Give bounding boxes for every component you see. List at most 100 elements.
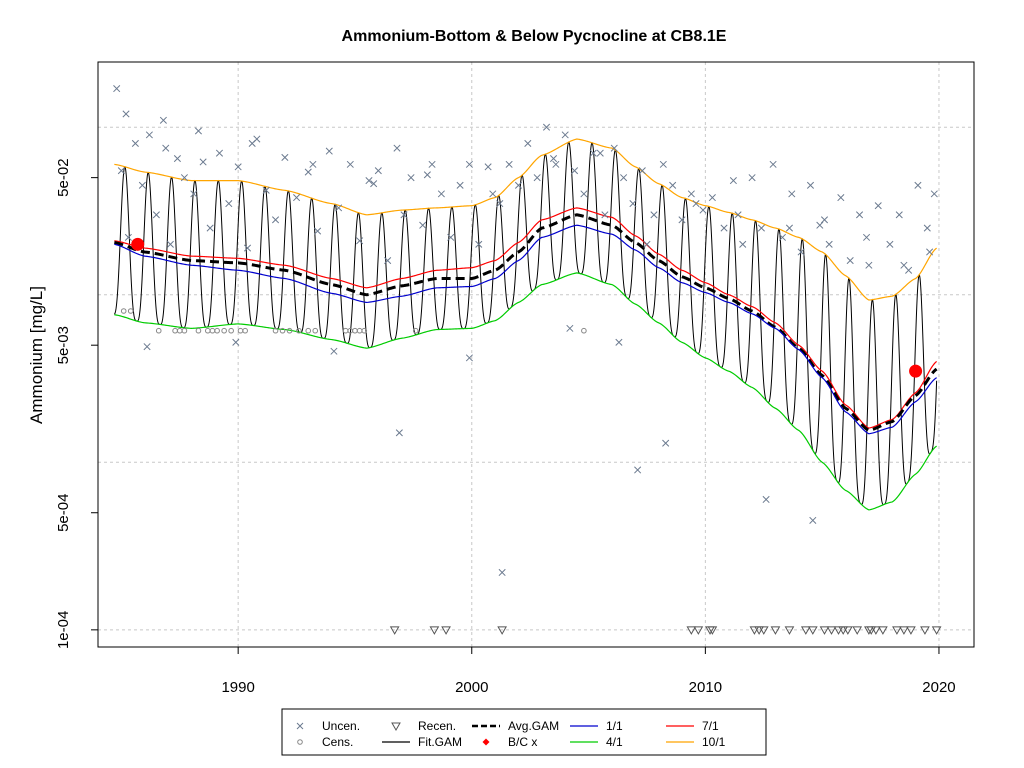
- censored-point: [221, 327, 227, 334]
- legend-entry: Cens.: [297, 735, 353, 749]
- y-axis-label: Ammonium [mg/L]: [27, 286, 46, 424]
- recensored-point: [852, 626, 863, 635]
- uncensored-point: [489, 190, 497, 198]
- uncensored-point: [262, 186, 270, 194]
- uncensored-point: [384, 256, 392, 265]
- legend-entry: B/C x: [482, 735, 537, 749]
- legend-label: Uncen.: [322, 719, 360, 733]
- censored-point: [361, 327, 368, 334]
- uncensored-point: [739, 240, 747, 248]
- uncensored-point: [194, 127, 203, 135]
- uncensored-point: [395, 429, 403, 437]
- uncensored-point: [552, 160, 560, 168]
- uncensored-point: [650, 211, 658, 219]
- legend-x-icon: [296, 722, 304, 730]
- legend-entry: 4/1: [570, 735, 623, 749]
- legend-label: Fit.GAM: [418, 735, 462, 749]
- legend-label: 7/1: [702, 719, 719, 733]
- recensored-point: [686, 626, 697, 635]
- uncensored-point: [778, 233, 787, 241]
- censored-point: [214, 327, 220, 334]
- uncensored-point: [769, 160, 777, 168]
- uncensored-point: [131, 139, 139, 147]
- uncensored-point: [138, 181, 146, 189]
- uncensored-point: [886, 240, 894, 248]
- uncensored-point: [785, 224, 794, 232]
- uncensored-point: [570, 167, 579, 175]
- series-layer: [113, 138, 938, 511]
- uncensored-point: [629, 200, 637, 208]
- series-line-p4-1: [114, 272, 937, 511]
- uncensored-point: [596, 149, 604, 157]
- legend-box: [281, 708, 767, 756]
- uncensored-point: [400, 211, 408, 219]
- uncensored-point: [143, 343, 151, 351]
- uncensored-point: [748, 174, 756, 182]
- censored-point: [242, 327, 248, 334]
- uncensored-point: [365, 177, 373, 185]
- recensored-point: [833, 626, 844, 635]
- uncensored-point: [234, 163, 242, 171]
- censored-point: [272, 327, 279, 334]
- recensored-point: [838, 626, 849, 635]
- uncensored-point: [524, 139, 532, 147]
- censored-point: [195, 327, 202, 334]
- legend-diamond-icon: [482, 738, 490, 746]
- uncensored-point: [325, 147, 333, 155]
- uncensored-point: [580, 190, 588, 198]
- uncensored-point: [825, 240, 833, 248]
- uncensored-point: [215, 149, 224, 157]
- uncensored-point: [820, 216, 829, 224]
- uncensored-point: [304, 168, 312, 176]
- legend-entry: 10/1: [666, 735, 726, 749]
- uncensored-point: [117, 167, 125, 175]
- uncensored-point: [809, 516, 817, 524]
- uncensored-point: [720, 224, 728, 232]
- uncensored-point: [346, 160, 354, 168]
- uncensored-point: [356, 237, 364, 245]
- recensored-point: [784, 626, 795, 635]
- uncensored-point: [456, 181, 464, 189]
- uncensored-point: [874, 202, 882, 210]
- uncensored-point: [678, 216, 686, 224]
- uncensored-point: [419, 221, 427, 229]
- uncensored-point: [162, 144, 170, 152]
- uncensored-point: [855, 211, 864, 219]
- recensored-point: [920, 626, 930, 635]
- uncensored-point: [806, 181, 815, 189]
- uncensored-point: [370, 180, 378, 188]
- uncensored-point: [447, 233, 455, 241]
- uncensored-point: [620, 174, 628, 182]
- uncensored-point: [634, 466, 642, 474]
- legend: Uncen. Recen. Avg.GAM 1/1 7/1 Cens. Fit.GAM B/C…: [281, 708, 767, 756]
- uncensored-point: [669, 181, 677, 189]
- x-tick-label: 2000: [455, 679, 488, 696]
- uncensored-point: [788, 190, 796, 198]
- recensored-point: [441, 626, 451, 635]
- censored-point: [209, 327, 216, 334]
- uncensored-point: [566, 324, 574, 332]
- uncensored-point: [708, 194, 716, 202]
- uncensored-point: [124, 233, 132, 241]
- uncensored-point: [692, 200, 700, 208]
- uncensored-point: [206, 224, 214, 232]
- legend-label: 10/1: [702, 735, 726, 749]
- uncensored-point: [589, 149, 597, 157]
- legend-triangle-icon: [391, 722, 401, 732]
- legend-label: 1/1: [606, 719, 623, 733]
- recensored-point: [693, 626, 704, 635]
- uncensored-point: [428, 160, 436, 168]
- legend-entry: 7/1: [666, 719, 719, 733]
- censored-point: [356, 327, 363, 334]
- uncensored-point: [232, 338, 240, 346]
- uncensored-point: [797, 248, 805, 256]
- uncensored-point: [699, 206, 707, 214]
- uncensored-point: [248, 139, 256, 147]
- uncensored-point: [734, 211, 742, 219]
- recensored-point: [754, 626, 764, 635]
- censored-point: [228, 327, 234, 334]
- censored-point: [286, 327, 293, 334]
- uncensored-point: [330, 347, 338, 355]
- uncensored-point: [615, 338, 623, 346]
